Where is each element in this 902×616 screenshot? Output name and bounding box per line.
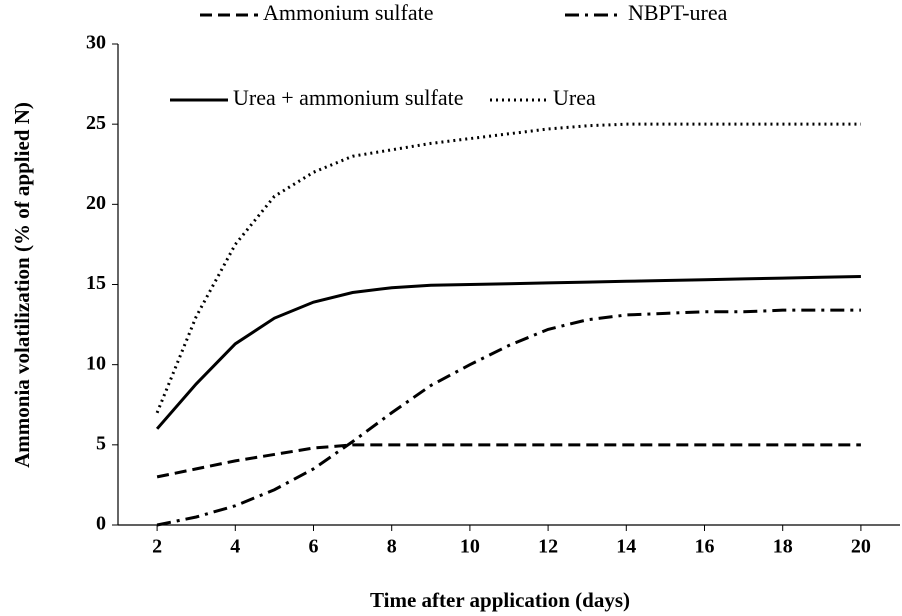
x-tick-label: 4: [230, 536, 240, 558]
y-tick-label: 25: [86, 112, 106, 134]
x-tick-label: 2: [152, 536, 162, 558]
y-tick-label: 5: [96, 432, 106, 454]
y-tick-label: 30: [86, 32, 106, 54]
x-tick-label: 12: [538, 536, 558, 558]
legend-label: Urea: [553, 85, 596, 110]
y-tick-label: 20: [86, 192, 106, 214]
series-line: [156, 443, 861, 479]
x-axis-label: Time after application (days): [370, 588, 630, 612]
x-tick-label: 18: [773, 536, 793, 558]
x-tick-label: 16: [695, 536, 715, 558]
y-tick-label: 15: [86, 272, 106, 294]
x-tick-label: 14: [616, 536, 636, 558]
x-tick-label: 10: [460, 536, 480, 558]
legend-label: Urea + ammonium sulfate: [233, 85, 464, 110]
legend-label: NBPT-urea: [628, 0, 728, 25]
y-axis-label: Ammonia volatilization (% of applied N): [10, 102, 34, 468]
x-tick-label: 6: [309, 536, 319, 558]
series-line: [155, 274, 861, 430]
legend-label: Ammonium sulfate: [263, 0, 433, 25]
x-tick-label: 8: [387, 536, 397, 558]
series-line: [156, 308, 861, 527]
x-tick-label: 20: [851, 536, 871, 558]
series-line: [155, 122, 861, 414]
y-tick-label: 0: [96, 513, 106, 535]
y-tick-label: 10: [86, 352, 106, 374]
